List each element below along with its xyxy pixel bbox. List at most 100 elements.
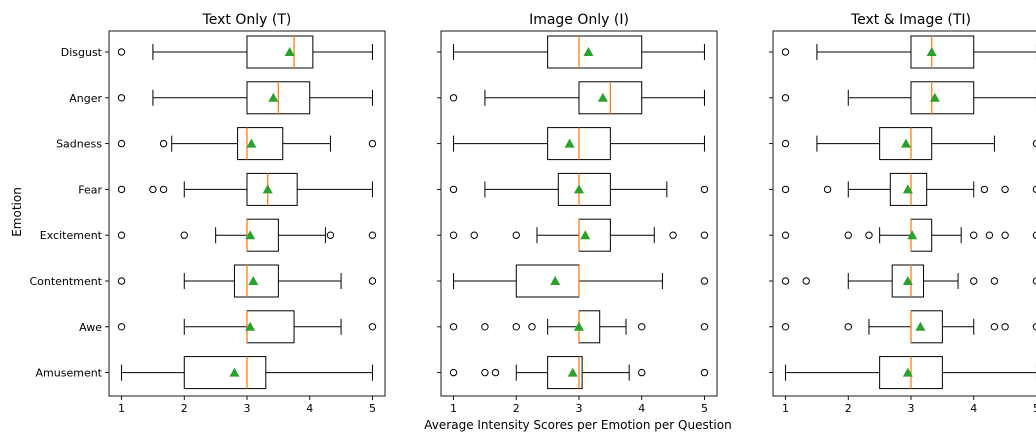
mean-marker <box>574 184 584 194</box>
outlier-point <box>781 323 790 331</box>
y-tick-label-fear: Fear <box>78 183 102 196</box>
outlier-point <box>1001 231 1009 239</box>
panel-title: Text Only (T) <box>202 12 292 28</box>
outlier-point <box>449 323 458 331</box>
iqr-box <box>879 127 933 161</box>
box-disgust <box>781 35 1036 69</box>
box-disgust <box>453 35 705 69</box>
iqr-box <box>910 81 975 115</box>
outlier-point <box>638 323 646 331</box>
x-tick-label: 2 <box>181 402 188 415</box>
outlier-point <box>449 94 458 102</box>
x-tick-label: 4 <box>970 402 977 415</box>
outlier-point <box>781 231 790 239</box>
iqr-box <box>237 127 284 161</box>
outlier-point <box>481 368 489 377</box>
outlier-point <box>802 277 810 285</box>
box-amusement <box>449 356 709 390</box>
outlier-point <box>470 231 478 239</box>
y-tick-label-excitement: Excitement <box>40 229 103 242</box>
mean-marker <box>550 276 561 285</box>
x-tick-label: 5 <box>369 402 376 415</box>
iqr-box <box>891 264 925 298</box>
outlier-point <box>117 185 126 194</box>
box-sadness <box>453 127 705 161</box>
outlier-point <box>1001 185 1009 194</box>
mean-marker <box>248 276 259 285</box>
iqr-box <box>246 310 295 344</box>
outlier-point <box>512 231 520 239</box>
outlier-point <box>117 94 126 102</box>
iqr-box <box>578 310 601 344</box>
outlier-point <box>159 139 168 148</box>
iqr-box <box>910 310 943 344</box>
outlier-point <box>1032 323 1036 331</box>
mean-marker <box>284 47 295 56</box>
outlier-point <box>669 231 677 239</box>
y-tick-label-sadness: Sadness <box>56 138 102 151</box>
box-fear <box>117 172 373 206</box>
outlier-point <box>368 323 377 331</box>
outlier-point <box>326 231 335 239</box>
outlier-point <box>159 185 168 194</box>
box-excitement <box>449 218 709 252</box>
y-tick-label-awe: Awe <box>79 321 102 334</box>
outlier-point <box>700 277 709 285</box>
outlier-point <box>970 277 978 285</box>
box-sadness <box>781 127 1036 161</box>
iqr-box <box>515 264 580 298</box>
x-tick-label: 5 <box>701 402 708 415</box>
box-excitement <box>117 218 377 252</box>
outlier-point <box>117 231 126 239</box>
iqr-box <box>547 35 643 69</box>
mean-marker <box>262 184 273 194</box>
outlier-point <box>970 231 978 239</box>
box-contentment <box>453 264 709 298</box>
outlier-point <box>528 323 536 331</box>
mean-marker <box>580 230 591 240</box>
mean-marker <box>929 92 940 102</box>
iqr-box <box>246 172 298 206</box>
iqr-box <box>246 35 314 69</box>
outlier-point <box>368 231 377 239</box>
outlier-point <box>781 185 790 194</box>
x-tick-label: 2 <box>845 402 852 415</box>
outlier-point <box>844 231 852 239</box>
outlier-point <box>781 94 790 102</box>
y-tick-label-contentment: Contentment <box>29 275 102 288</box>
x-tick-label: 1 <box>782 402 789 415</box>
x-tick-label: 4 <box>306 402 313 415</box>
outlier-point <box>180 231 188 239</box>
mean-marker <box>902 184 913 194</box>
mean-marker <box>245 321 256 331</box>
outlier-point <box>117 48 126 56</box>
box-amusement <box>121 356 373 390</box>
iqr-box <box>889 172 928 206</box>
outlier-point <box>781 48 790 56</box>
iqr-box <box>233 264 279 298</box>
box-awe <box>781 310 1036 344</box>
outlier-point <box>990 323 999 331</box>
box-anger <box>449 81 705 115</box>
box-contentment <box>117 264 377 298</box>
panel-3: Text & Image (TI) 1 2 3 4 5 <box>769 12 1036 415</box>
panel-title: Image Only (I) <box>529 12 629 28</box>
outlier-point <box>117 277 126 285</box>
outlier-point <box>980 185 989 194</box>
box-fear <box>781 172 1036 206</box>
outlier-point <box>1001 323 1009 331</box>
mean-marker <box>915 321 926 331</box>
mean-marker <box>567 367 578 377</box>
outlier-point <box>781 139 790 148</box>
x-tick-label: 3 <box>908 402 915 415</box>
outlier-point <box>1032 277 1036 285</box>
outlier-point <box>700 231 709 239</box>
panel-frame <box>772 30 1036 397</box>
box-sadness <box>117 127 377 161</box>
outlier-point <box>117 139 126 148</box>
x-tick-label: 4 <box>638 402 645 415</box>
outlier-point <box>638 368 646 377</box>
box-amusement <box>785 356 1036 390</box>
iqr-box <box>183 356 267 390</box>
outlier-point <box>449 185 458 194</box>
